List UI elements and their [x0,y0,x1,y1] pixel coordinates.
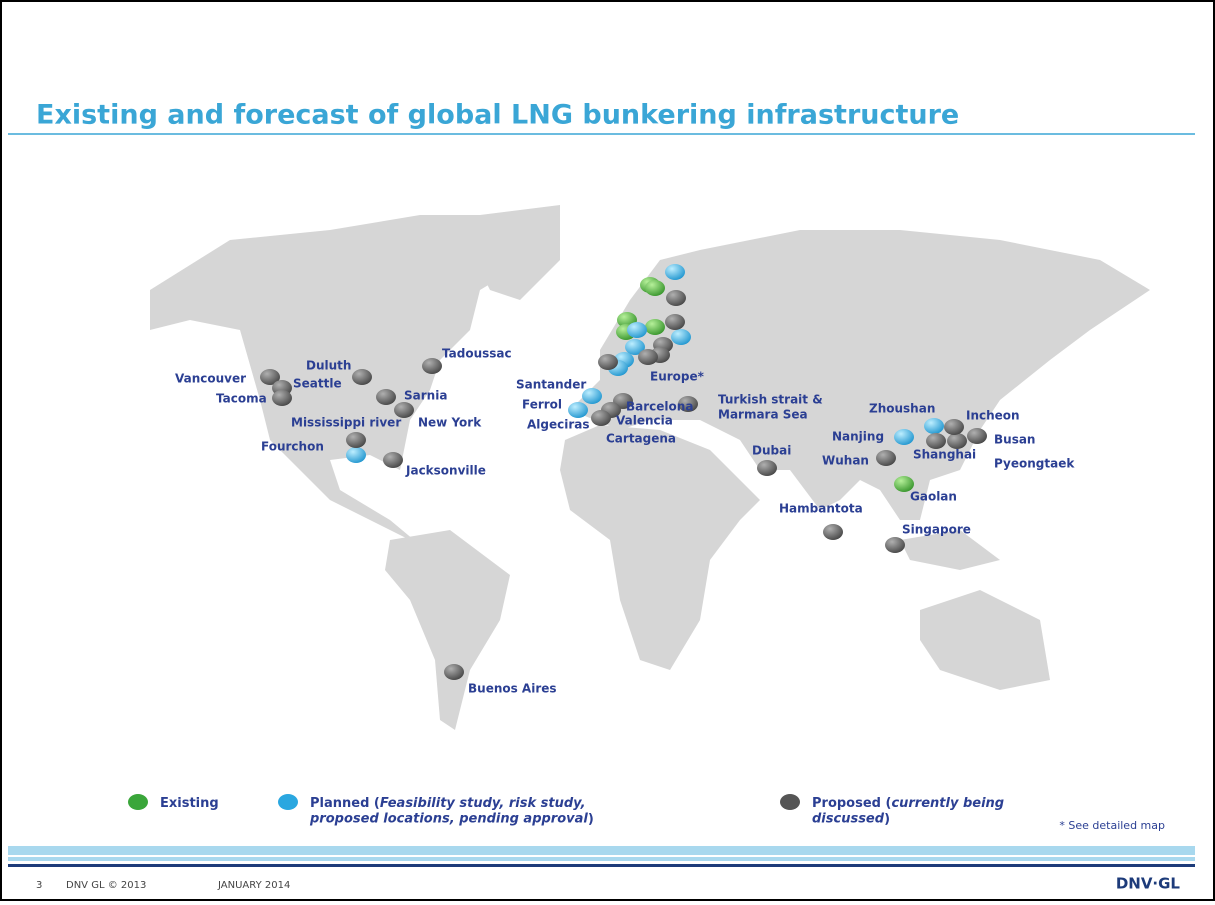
location-label: Dubai [752,444,791,458]
legend-detail: discussed) [812,812,890,827]
location-marker [894,476,914,492]
location-marker [568,402,588,418]
location-marker [678,396,698,412]
location-marker [665,264,685,280]
location-label: Ferrol [522,398,562,412]
location-label: Singapore [902,523,971,537]
location-marker [885,537,905,553]
location-marker [894,429,914,445]
slide-title: Existing and forecast of global LNG bunk… [36,100,959,131]
location-marker [638,349,658,365]
legend-label: Proposed (currently being [812,796,1004,811]
location-marker [272,390,292,406]
location-label: Hambantota [779,502,863,516]
location-marker [260,369,280,385]
location-label: Tacoma [216,392,267,406]
location-marker [352,369,372,385]
location-marker [383,452,403,468]
legend-text: Planned ( [310,796,380,811]
legend-label: Planned (Feasibility study, risk study, [310,796,586,811]
location-marker [645,319,665,335]
location-marker [444,664,464,680]
location-marker [823,524,843,540]
location-label: Sarnia [404,389,447,403]
legend-detail: Feasibility study, risk study, [380,796,586,811]
location-marker [666,290,686,306]
location-label: Barcelona [626,400,693,414]
location-label: Cartagena [606,432,676,446]
location-label: Europe* [650,370,705,384]
location-marker [671,329,691,345]
location-label: Vancouver [175,372,246,386]
legend-swatch [278,794,298,810]
logo: DNV·GL [1116,875,1181,893]
location-marker [924,418,944,434]
location-marker [944,419,964,435]
location-label: Busan [994,433,1035,447]
legend-swatch [780,794,800,810]
location-label: Pyeongtaek [994,457,1075,471]
location-marker [947,433,967,449]
location-label: Valencia [616,414,673,428]
location-marker [967,428,987,444]
legend-detail: currently being [891,796,1004,811]
location-label: Shanghai [913,448,976,462]
footer-band [8,846,1195,855]
location-marker [591,410,611,426]
location-marker [645,280,665,296]
legend-close: ) [884,812,890,827]
location-label: Algeciras [527,418,590,432]
location-label: Gaolan [910,490,957,504]
footer-band [8,857,1195,861]
location-label: Zhoushan [869,402,935,416]
world-map [150,205,1150,730]
location-marker [625,339,645,355]
location-marker [757,460,777,476]
location-label: Marmara Sea [718,408,808,422]
location-marker [926,433,946,449]
location-label: Nanjing [832,430,884,444]
note: * See detailed map [1059,819,1165,832]
legend-label: Existing [160,796,219,811]
location-label: Seattle [293,377,342,391]
location-label: Turkish strait & [718,393,823,407]
legend-swatch [128,794,148,810]
location-marker [598,354,618,370]
location-label: Fourchon [261,440,324,454]
location-label: Wuhan [822,454,869,468]
date: JANUARY 2014 [217,880,290,891]
location-marker [422,358,442,374]
location-label: Incheon [966,409,1020,423]
location-label: Mississippi river [291,416,401,430]
location-label: Tadoussac [442,347,512,361]
copyright: DNV GL © 2013 [66,880,146,891]
location-marker [346,447,366,463]
location-marker [582,388,602,404]
location-marker [376,389,396,405]
location-marker [346,432,366,448]
location-label: New York [418,416,482,430]
page-number: 3 [36,880,42,891]
location-marker [665,314,685,330]
legend-detail: proposed locations, pending approval) [309,812,594,827]
location-marker [394,402,414,418]
location-label: Buenos Aires [468,682,557,696]
location-marker [876,450,896,466]
location-label: Duluth [306,359,351,373]
location-marker [627,322,647,338]
legend-text: Existing [160,796,219,811]
location-label: Santander [516,378,586,392]
footer-rule [8,864,1195,867]
legend-text: Proposed ( [812,796,891,811]
location-label: Jacksonville [405,464,486,478]
legend-close: ) [588,812,594,827]
